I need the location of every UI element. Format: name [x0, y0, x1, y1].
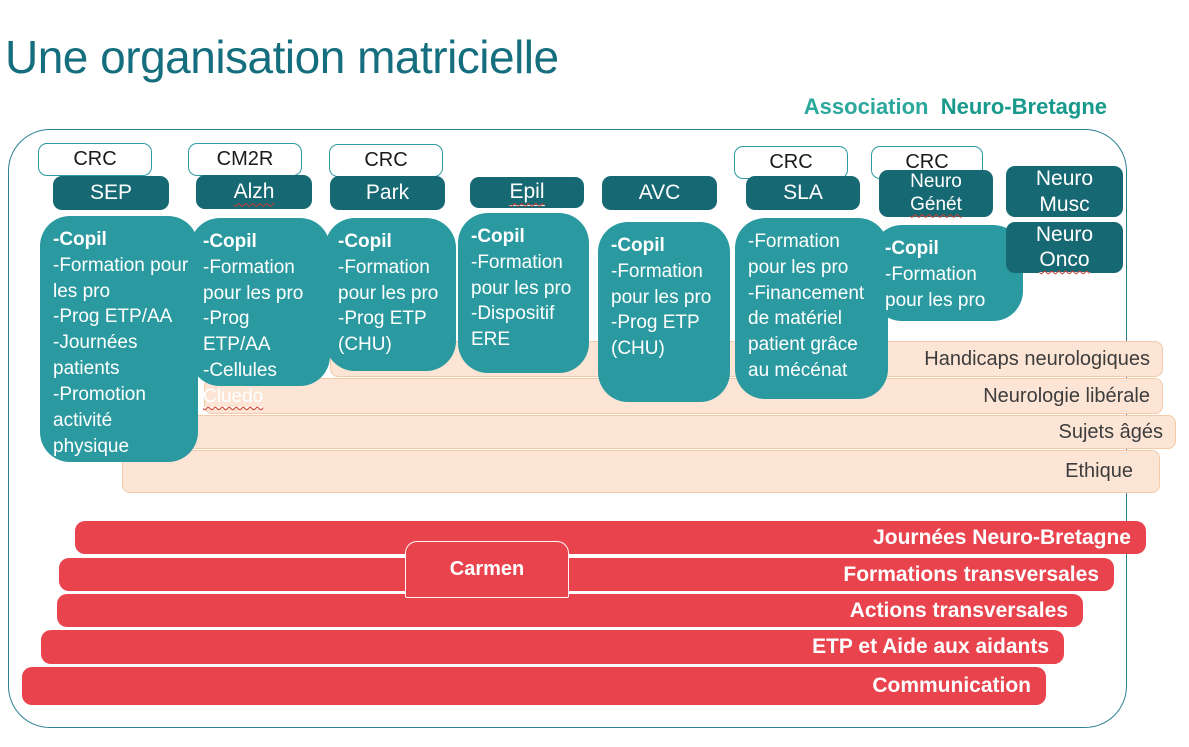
header-epil-label: Epil: [509, 179, 545, 206]
header-neuro-onco-line1: Neuro: [1035, 222, 1094, 246]
activity-item: -Formation pour les pro: [53, 254, 189, 302]
header-neuro-genet: Neuro Génét: [879, 170, 993, 217]
activity-item: -Formation pour les pro: [203, 256, 304, 304]
activity-item: -Copil: [338, 231, 392, 252]
activity-item: -Copil: [611, 235, 665, 256]
activities-alzh: -Copil -Formation pour les pro -Prog ETP…: [190, 218, 330, 408]
theme-bar-label: Handicaps neurologiques: [924, 347, 1150, 370]
theme-bar-sujets-ages: Sujets âgés: [180, 415, 1176, 449]
activity-item: -Formation pour les pro: [611, 260, 712, 308]
activities-park: -Copil -Formation pour les pro -Prog ETP…: [325, 218, 456, 371]
header-neuro-musc: Neuro Musc: [1006, 166, 1123, 217]
program-bar-journees-neuro-bretagne: Journées Neuro-Bretagne: [75, 521, 1146, 554]
activity-item: -Copil: [471, 226, 525, 247]
carmen-label: Carmen: [449, 558, 525, 580]
header-neuro-onco: Neuro Onco: [1006, 222, 1123, 274]
header-epil: Epil: [470, 177, 584, 208]
association-prefix: Association: [803, 94, 929, 119]
program-bar-communication: Communication: [22, 667, 1046, 705]
page-title: Une organisation matricielle: [5, 31, 559, 83]
tag-crc-sla: CRC: [734, 146, 848, 179]
activity-item: -Financement de matériel patient grâce a…: [748, 282, 865, 382]
activities-sep: -Copil -Formation pour les pro -Prog ETP…: [40, 216, 198, 462]
activity-item: -Dispositif ERE: [471, 303, 555, 351]
activity-item: -Formation pour les pro: [885, 263, 986, 311]
theme-bar-label: Ethique: [1065, 460, 1133, 482]
association-name: Neuro-Bretagne: [940, 94, 1107, 119]
program-bar-label: Formations transversales: [843, 562, 1099, 586]
header-neuro-genet-line1: Neuro: [910, 170, 962, 192]
activity-item: -Prog ETP (CHU): [611, 312, 700, 360]
program-bar-label: Journées Neuro-Bretagne: [873, 525, 1131, 549]
program-bar-label: ETP et Aide aux aidants: [812, 635, 1049, 658]
activity-item: -Formation pour les pro: [471, 251, 572, 299]
theme-bar-label: Neurologie libérale: [983, 384, 1150, 407]
tag-cm2r-alzh: CM2R: [188, 143, 302, 176]
activity-item: Cluedo: [203, 384, 322, 410]
activity-item: -Cellules: [203, 360, 277, 382]
program-bar-formations-transversales: Formations transversales: [59, 558, 1114, 591]
header-park: Park: [330, 176, 445, 210]
tag-crc-sep: CRC: [38, 143, 152, 176]
activity-item: -Promotion activité physique: [53, 383, 146, 457]
activity-item-cluedo: Cluedo: [203, 385, 264, 408]
header-sep-label: SEP: [89, 181, 133, 205]
theme-bar-ethique: Ethique: [122, 450, 1160, 493]
activity-item: -Copil: [203, 231, 257, 252]
program-bar-actions-transversales: Actions transversales: [57, 594, 1083, 627]
association-label: Association Neuro-Bretagne: [804, 94, 1107, 120]
program-bar-label: Actions transversales: [849, 598, 1068, 622]
header-sla: SLA: [746, 176, 860, 210]
theme-bar-label: Sujets âgés: [1058, 420, 1163, 443]
header-alzh-label: Alzh: [233, 180, 275, 204]
activity-item: -Prog ETP (CHU): [338, 308, 427, 356]
header-neuro-musc-line1: Neuro: [1035, 167, 1094, 191]
header-sep: SEP: [53, 176, 169, 210]
header-avc-label: AVC: [638, 181, 681, 205]
activities-epil: -Copil -Formation pour les pro -Disposit…: [458, 213, 589, 373]
header-neuro-genet-line2: Génét: [910, 193, 962, 215]
activities-sla: -Formation pour les pro -Financement de …: [735, 218, 888, 399]
activity-item: -Copil: [885, 238, 939, 259]
activity-item: -Copil: [53, 229, 107, 250]
activities-avc: -Copil -Formation pour les pro -Prog ETP…: [598, 222, 730, 402]
header-park-label: Park: [365, 181, 410, 205]
activity-item: -Prog ETP/AA: [203, 308, 271, 356]
header-sla-label: SLA: [783, 181, 823, 205]
program-bar-label: Communication: [872, 674, 1031, 697]
tag-crc-park: CRC: [329, 144, 443, 177]
carmen-box: Carmen: [405, 541, 569, 598]
activity-item: -Prog ETP/AA: [53, 306, 173, 328]
activity-item: -Journées patients: [53, 332, 138, 380]
header-avc: AVC: [602, 176, 717, 210]
program-bar-etp-aide-aux-aidants: ETP et Aide aux aidants: [41, 630, 1064, 664]
header-neuro-musc-line2: Musc: [1039, 192, 1090, 216]
activities-neuro-genet: -Copil -Formation pour les pro: [872, 225, 1023, 321]
activity-item: -Formation pour les pro: [338, 256, 439, 304]
header-alzh: Alzh: [196, 175, 312, 209]
header-neuro-onco-line2: Onco: [1039, 247, 1090, 274]
activity-item: -Formation pour les pro: [748, 231, 849, 278]
